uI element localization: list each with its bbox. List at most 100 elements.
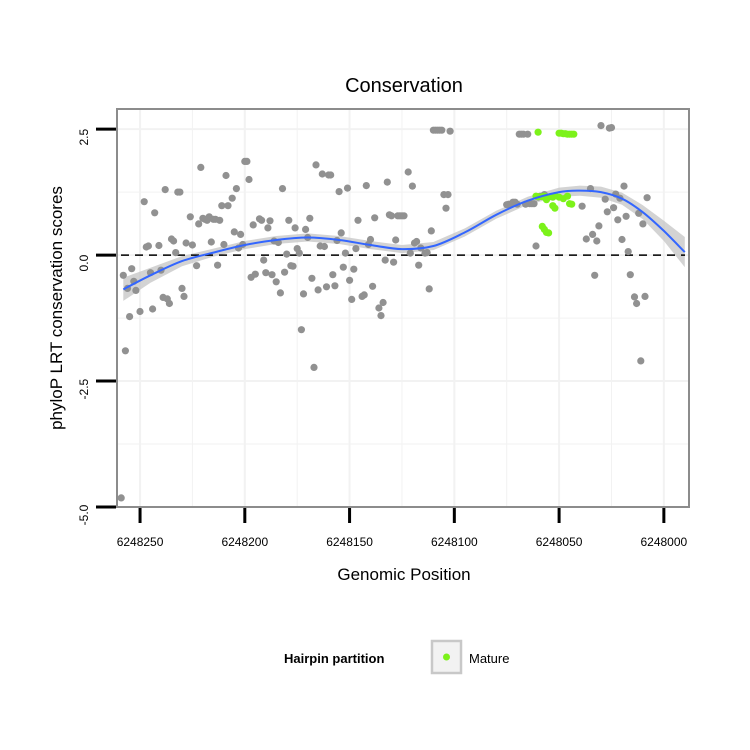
point-other xyxy=(195,220,203,228)
point-other xyxy=(218,202,226,210)
point-other xyxy=(406,249,414,257)
point-other xyxy=(230,228,238,236)
point-other xyxy=(222,171,230,180)
legend: Hairpin partition Mature xyxy=(284,639,509,675)
point-other xyxy=(360,291,368,299)
point-other xyxy=(337,229,345,237)
point-other xyxy=(297,326,305,334)
y-tick-label: 2.5 xyxy=(77,129,91,146)
point-other xyxy=(312,161,320,169)
point-other xyxy=(362,182,370,190)
smooth-line xyxy=(122,189,686,291)
point-other xyxy=(121,347,129,355)
point-other xyxy=(383,178,391,186)
point-other xyxy=(285,216,293,224)
point-other xyxy=(144,242,152,250)
point-other xyxy=(193,262,201,270)
point-other xyxy=(322,283,331,291)
confidence-ribbon xyxy=(123,185,685,301)
point-other xyxy=(369,282,377,290)
point-other xyxy=(343,184,352,192)
legend-label-mature: Mature xyxy=(469,651,509,666)
point-other xyxy=(346,276,354,284)
point-other xyxy=(308,274,316,282)
point-other xyxy=(237,230,245,238)
point-other xyxy=(272,278,280,286)
point-other xyxy=(438,126,446,134)
point-other xyxy=(320,242,328,251)
point-other xyxy=(318,170,326,178)
point-mature xyxy=(551,204,559,212)
point-other xyxy=(262,269,270,277)
point-other xyxy=(610,204,618,212)
point-other xyxy=(119,271,127,279)
point-other xyxy=(243,157,251,165)
point-other xyxy=(331,282,339,290)
point-other xyxy=(354,216,362,224)
point-mature xyxy=(545,229,553,237)
point-other xyxy=(283,250,291,258)
point-other xyxy=(232,185,240,193)
point-other xyxy=(151,209,159,217)
chart-title: Conservation xyxy=(345,75,463,97)
point-other xyxy=(165,299,173,308)
point-mature xyxy=(570,130,578,138)
x-tick-label: 6248050 xyxy=(536,535,583,549)
point-other xyxy=(630,293,639,301)
y-tick-label: -2.5 xyxy=(77,378,91,399)
point-other xyxy=(404,168,412,176)
point-other xyxy=(136,307,144,316)
point-other xyxy=(524,130,532,138)
point-other xyxy=(601,195,609,203)
point-other xyxy=(214,261,222,269)
y-tick-label: 0.0 xyxy=(77,254,91,271)
point-other xyxy=(264,224,272,232)
point-other xyxy=(582,235,590,243)
point-other xyxy=(140,198,148,206)
point-other xyxy=(379,298,387,307)
point-other xyxy=(415,261,423,269)
point-other xyxy=(126,313,134,321)
point-mature xyxy=(563,192,572,200)
point-mature xyxy=(534,128,542,136)
point-other xyxy=(618,235,626,244)
x-axis: 6248250 6248200 6248150 6248100 6248050 62480… xyxy=(117,508,688,549)
point-other xyxy=(532,242,540,250)
point-other xyxy=(408,182,416,190)
point-other xyxy=(350,265,358,273)
point-other xyxy=(188,241,196,249)
scatter-points xyxy=(117,122,651,502)
point-other xyxy=(249,221,257,229)
point-other xyxy=(595,222,603,230)
plot-panel xyxy=(117,109,689,507)
legend-title: Hairpin partition xyxy=(284,651,384,666)
x-tick-label: 6248100 xyxy=(431,535,478,549)
point-other xyxy=(245,175,253,184)
point-other xyxy=(327,171,335,179)
point-other xyxy=(314,286,322,294)
point-other xyxy=(390,258,398,266)
point-other xyxy=(603,208,611,216)
point-other xyxy=(161,186,169,194)
x-tick-label: 6248250 xyxy=(117,535,164,549)
legend-key-mature-point xyxy=(443,653,450,661)
point-other xyxy=(425,285,433,293)
point-other xyxy=(446,127,454,135)
point-other xyxy=(266,217,274,225)
point-other xyxy=(614,216,622,224)
x-tick-label: 6248200 xyxy=(221,535,268,549)
x-axis-title: Genomic Position xyxy=(337,565,470,584)
point-other xyxy=(400,212,408,220)
point-other xyxy=(329,271,337,279)
point-other xyxy=(593,237,601,245)
point-mature xyxy=(568,200,576,208)
point-other xyxy=(377,312,385,320)
point-other xyxy=(597,122,605,130)
point-other xyxy=(176,188,184,196)
point-other xyxy=(423,249,431,257)
point-other xyxy=(224,202,232,210)
x-tick-label: 6248000 xyxy=(640,535,687,549)
point-other xyxy=(306,214,314,222)
point-other xyxy=(444,191,452,199)
point-other xyxy=(637,357,645,365)
